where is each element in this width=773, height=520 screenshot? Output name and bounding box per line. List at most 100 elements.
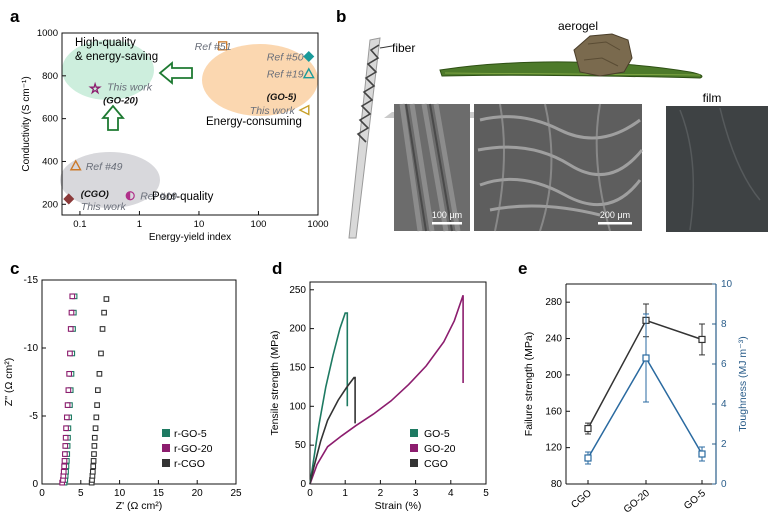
point-ref19-low-fill bbox=[126, 191, 131, 200]
point-e-0-2 bbox=[698, 335, 706, 344]
point-label-ref51-0: Ref #51 bbox=[195, 41, 232, 53]
point-c-r-GO-20-4 bbox=[61, 463, 67, 470]
region-label-energy-consuming: Energy-consuming bbox=[206, 116, 302, 128]
axes-frame-d bbox=[309, 281, 487, 485]
y-tick-label-d-2: 100 bbox=[289, 401, 306, 412]
x-tick-label-d-5: 5 bbox=[483, 488, 489, 499]
panel-e-chart: 80 120 160 200 240 280 0 2 4 6 8 10 CGO GO-20 GO-5 Fail… bbox=[523, 279, 749, 516]
y-tick-label-a-1: 400 bbox=[42, 156, 58, 167]
point-c-r-GO-20-14 bbox=[67, 350, 73, 357]
scale-bar-200um: 200 μm bbox=[600, 210, 630, 220]
x-tick-label-a-1: 1 bbox=[137, 219, 142, 230]
x-tick-label-c-1: 5 bbox=[78, 488, 84, 499]
panel-label-b: b bbox=[336, 7, 346, 26]
y-axis-label-d: Tensile strength (MPa) bbox=[269, 330, 281, 435]
region-label-high-quality-2: & energy-saving bbox=[75, 51, 158, 63]
x-tick-label-c-0: 0 bbox=[39, 488, 45, 499]
panel-label-d: d bbox=[272, 259, 282, 278]
scale-bar-100um: 100 μm bbox=[432, 210, 462, 220]
region-label-poor-quality: Poor-quality bbox=[152, 191, 214, 203]
y-tick-label-d-4: 200 bbox=[289, 324, 306, 335]
point-c-r-GO-20-17 bbox=[69, 293, 76, 300]
legend-label-d-GO-20: GO-20 bbox=[424, 443, 456, 455]
point-c-r-GO-20-11 bbox=[64, 402, 71, 408]
x-tick-label-a-3: 100 bbox=[251, 219, 267, 230]
point-c-r-CGO-8 bbox=[91, 434, 98, 441]
film-label: film bbox=[703, 91, 722, 105]
point-c-r-CGO-11 bbox=[94, 402, 100, 408]
y-tick-label-d-0: 0 bbox=[300, 479, 306, 490]
point-e-1-2 bbox=[698, 450, 706, 458]
x-tick-label-d-0: 0 bbox=[307, 488, 313, 499]
point-c-r-GO-20-3 bbox=[60, 468, 67, 475]
point-this-work-go20 bbox=[88, 81, 102, 95]
point-c-r-GO-20-9 bbox=[63, 425, 69, 432]
x-tick-label-a-0: 0.1 bbox=[73, 219, 86, 230]
point-c-r-CGO-7 bbox=[91, 443, 98, 449]
point-c-r-CGO-13 bbox=[96, 370, 103, 377]
point-ref51 bbox=[217, 41, 228, 51]
x-tick-label-c-3: 15 bbox=[153, 488, 165, 499]
point-ref50 bbox=[303, 51, 315, 63]
legend-swatch-c-r-GO-20 bbox=[162, 444, 170, 452]
series-line-d-GO-5 bbox=[309, 312, 349, 485]
point-this-work-go5 bbox=[298, 104, 310, 116]
point-c-r-GO-20-15 bbox=[67, 326, 74, 332]
y-tick-label-e-0: 80 bbox=[551, 479, 563, 490]
x-tick-label-d-1: 1 bbox=[342, 488, 348, 499]
point-c-r-CGO-3 bbox=[89, 468, 96, 475]
point-c-r-GO-20-8 bbox=[62, 434, 69, 441]
legend-swatch-d-GO-5 bbox=[410, 429, 418, 437]
point-c-r-GO-20-10 bbox=[63, 414, 70, 421]
x-tick-label-a-2: 10 bbox=[194, 219, 205, 230]
region-label-high-quality: High-quality bbox=[75, 37, 136, 49]
point-ref49 bbox=[69, 159, 82, 171]
legend-swatch-c-r-CGO bbox=[162, 459, 170, 467]
legend-label-c-r-CGO: r-CGO bbox=[174, 458, 205, 470]
point-label-ref19-high-0: Ref #19 bbox=[267, 69, 304, 81]
y2-axis-label-e: Toughness (MJ m⁻³) bbox=[737, 336, 749, 431]
point-label-ref49-0: Ref #49 bbox=[86, 161, 123, 173]
panel-a-chart: High-quality & energy-saving Energy-consum… bbox=[21, 28, 329, 243]
point-c-r-GO-20-13 bbox=[66, 370, 73, 377]
x-tick-label-e-2: GO-5 bbox=[682, 488, 708, 512]
legend-swatch-c-r-GO-5 bbox=[162, 429, 170, 437]
point-label-this-work-cgo-1: This work bbox=[81, 201, 127, 213]
point-c-r-GO-20-6 bbox=[62, 451, 68, 457]
y-tick-label-e-2: 160 bbox=[545, 406, 562, 417]
x-tick-label-c-4: 20 bbox=[192, 488, 204, 499]
region-poor-quality bbox=[60, 152, 160, 208]
y-tick-label-e-4: 240 bbox=[545, 334, 562, 345]
point-c-r-CGO-10 bbox=[93, 414, 100, 421]
axes-frame-c bbox=[41, 279, 237, 485]
region-energy-consuming bbox=[202, 44, 318, 116]
point-ref19-high bbox=[302, 67, 315, 79]
panel-label-e: e bbox=[518, 259, 527, 278]
y-tick-label-e-1: 120 bbox=[545, 443, 562, 454]
series-line-d-CGO bbox=[309, 376, 356, 485]
y2-tick-label-e-4: 8 bbox=[721, 319, 727, 330]
point-e-1-1 bbox=[642, 354, 650, 362]
y-tick-label-e-3: 200 bbox=[545, 370, 562, 381]
arrow-up-quality bbox=[101, 104, 125, 131]
legend-label-d-CGO: CGO bbox=[424, 458, 448, 470]
x-tick-label-d-3: 3 bbox=[413, 488, 419, 499]
y-tick-label-c-0: -15 bbox=[24, 275, 39, 286]
arrow-left-energy bbox=[158, 61, 193, 85]
y2-tick-label-e-1: 2 bbox=[721, 439, 727, 450]
point-c-r-CGO-15 bbox=[99, 326, 106, 332]
y-tick-label-c-2: -5 bbox=[29, 411, 38, 422]
y-tick-label-d-5: 250 bbox=[289, 285, 306, 296]
point-c-r-CGO-12 bbox=[95, 387, 101, 394]
y-tick-label-a-0: 200 bbox=[42, 199, 58, 210]
y-tick-label-c-3: 0 bbox=[32, 479, 38, 490]
point-c-r-CGO-17 bbox=[103, 296, 110, 302]
point-label-ref19-low-0: Ref #19 bbox=[140, 191, 177, 203]
y-tick-label-d-3: 150 bbox=[289, 362, 306, 373]
legend-swatch-d-CGO bbox=[410, 459, 418, 467]
y-tick-label-a-2: 600 bbox=[42, 114, 58, 125]
point-label-this-work-go5-1: (GO-5) bbox=[267, 92, 297, 103]
legend-label-c-r-GO-20: r-GO-20 bbox=[174, 443, 213, 455]
